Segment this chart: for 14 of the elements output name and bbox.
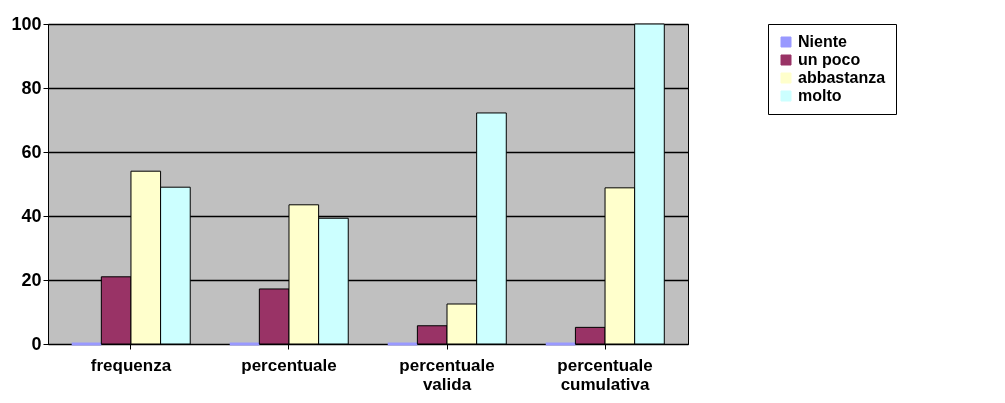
y-tick-label: 40 xyxy=(21,205,42,226)
y-tick-label: 0 xyxy=(31,333,42,354)
y-tick-label: 100 xyxy=(11,13,42,34)
y-tick-label: 80 xyxy=(21,77,42,98)
legend-label: un poco xyxy=(798,51,861,68)
x-tick-label: percentuale valida xyxy=(399,355,495,394)
x-tick-label: percentuale cumulativa xyxy=(557,355,653,394)
legend-label: Niente xyxy=(798,33,847,50)
y-tick-label: 20 xyxy=(21,269,42,290)
y-tick-label: 60 xyxy=(21,141,42,162)
legend-label: molto xyxy=(798,87,842,104)
x-tick-label: percentuale xyxy=(241,355,337,375)
legend-label: abbastanza xyxy=(798,69,886,86)
x-tick-label: frequenza xyxy=(90,355,172,375)
